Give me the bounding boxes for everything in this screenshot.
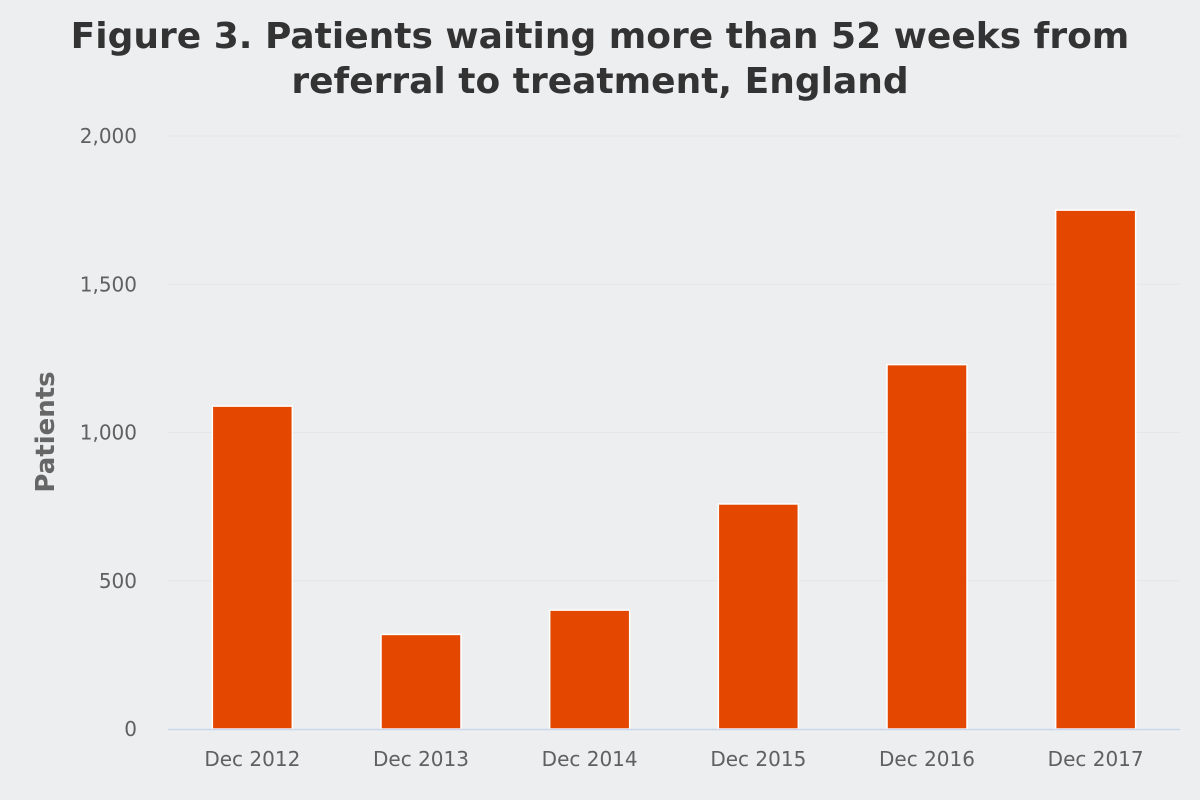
chart-title-line-2: referral to treatment, England bbox=[291, 61, 909, 102]
x-tick-label: Dec 2016 bbox=[879, 747, 975, 771]
x-tick-label: Dec 2014 bbox=[542, 747, 638, 771]
chart-title-line-1: Figure 3. Patients waiting more than 52 … bbox=[70, 16, 1130, 57]
x-tick-label: Dec 2017 bbox=[1048, 747, 1144, 771]
bar bbox=[717, 503, 800, 730]
grid-lines bbox=[168, 135, 1180, 582]
bar bbox=[548, 609, 631, 730]
y-tick-label: 1,000 bbox=[80, 421, 137, 445]
bar bbox=[211, 405, 294, 730]
bar bbox=[886, 363, 968, 730]
bar bbox=[1054, 209, 1137, 730]
labels: 0 500 1,000 1,500 2,000 Dec 2012 Dec 2013 Dec 2… bbox=[80, 124, 1144, 771]
x-tick-label: Dec 2013 bbox=[373, 747, 469, 771]
y-tick-label: 500 bbox=[99, 569, 137, 593]
chart-title: Figure 3. Patients waiting more than 52 … bbox=[0, 14, 1200, 104]
bar bbox=[380, 633, 462, 730]
bars bbox=[211, 209, 1137, 730]
y-axis-title: Patients bbox=[31, 371, 61, 492]
y-tick-label: 2,000 bbox=[80, 124, 137, 148]
x-tick-label: Dec 2015 bbox=[710, 747, 806, 771]
y-tick-label: 0 bbox=[124, 717, 137, 741]
x-tick-label: Dec 2012 bbox=[204, 747, 300, 771]
y-tick-label: 1,500 bbox=[80, 272, 137, 296]
